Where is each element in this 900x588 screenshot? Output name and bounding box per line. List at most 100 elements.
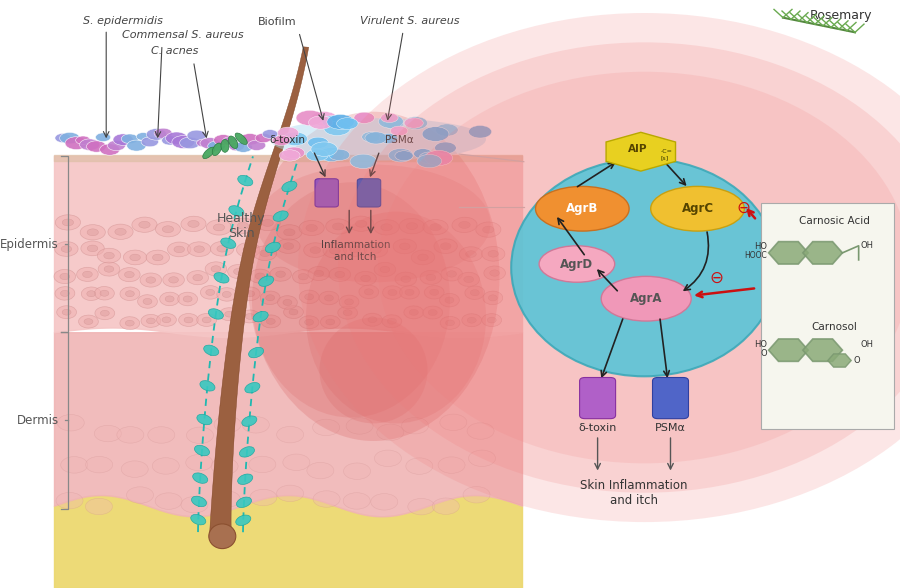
Ellipse shape (400, 286, 419, 299)
Ellipse shape (122, 461, 148, 477)
Ellipse shape (141, 137, 158, 147)
Ellipse shape (221, 139, 229, 152)
Ellipse shape (308, 266, 329, 280)
Ellipse shape (178, 313, 198, 326)
Ellipse shape (377, 424, 404, 440)
Ellipse shape (364, 243, 388, 258)
Ellipse shape (410, 309, 418, 315)
Ellipse shape (276, 485, 303, 502)
Text: OH: OH (860, 241, 874, 250)
Ellipse shape (430, 224, 441, 230)
Ellipse shape (254, 246, 276, 260)
Ellipse shape (127, 487, 154, 503)
Ellipse shape (388, 289, 397, 296)
Ellipse shape (154, 128, 172, 139)
Ellipse shape (65, 137, 87, 149)
Ellipse shape (212, 458, 239, 475)
Ellipse shape (81, 241, 104, 256)
Ellipse shape (187, 270, 209, 285)
Text: Healthy
Skin: Healthy Skin (217, 212, 266, 240)
Ellipse shape (511, 159, 778, 376)
Ellipse shape (420, 270, 442, 285)
Ellipse shape (365, 132, 387, 144)
Ellipse shape (194, 445, 210, 456)
Ellipse shape (414, 149, 432, 159)
Ellipse shape (94, 286, 114, 300)
Ellipse shape (350, 154, 376, 169)
Ellipse shape (325, 295, 333, 301)
Ellipse shape (127, 140, 146, 151)
Ellipse shape (275, 271, 285, 278)
Ellipse shape (188, 220, 199, 228)
Ellipse shape (276, 239, 300, 253)
Ellipse shape (371, 493, 398, 510)
Ellipse shape (214, 273, 229, 283)
Ellipse shape (463, 486, 490, 503)
Ellipse shape (471, 290, 479, 296)
Ellipse shape (464, 276, 473, 283)
Ellipse shape (338, 306, 357, 319)
Ellipse shape (120, 287, 140, 300)
Text: C. acnes: C. acnes (151, 46, 199, 56)
Ellipse shape (86, 456, 112, 473)
Ellipse shape (489, 295, 498, 301)
Ellipse shape (104, 266, 113, 272)
Ellipse shape (272, 135, 291, 145)
Ellipse shape (242, 416, 269, 433)
Ellipse shape (539, 246, 615, 282)
Ellipse shape (186, 427, 213, 443)
Polygon shape (828, 354, 851, 367)
Ellipse shape (391, 126, 408, 136)
Ellipse shape (339, 295, 359, 309)
Ellipse shape (335, 271, 345, 278)
Ellipse shape (368, 317, 377, 323)
Ellipse shape (246, 313, 255, 319)
Ellipse shape (310, 142, 338, 156)
Ellipse shape (120, 317, 140, 330)
Ellipse shape (197, 313, 217, 326)
Ellipse shape (86, 498, 112, 514)
Text: PSMα: PSMα (655, 423, 686, 433)
Ellipse shape (452, 217, 477, 233)
Text: ⊖: ⊖ (736, 199, 751, 216)
Ellipse shape (141, 315, 161, 328)
Ellipse shape (322, 116, 344, 128)
Ellipse shape (81, 287, 101, 300)
Ellipse shape (343, 310, 352, 316)
Ellipse shape (187, 130, 206, 141)
Text: Skin Inflammation
and itch: Skin Inflammation and itch (580, 479, 688, 507)
Ellipse shape (306, 149, 328, 161)
Ellipse shape (423, 219, 448, 235)
Ellipse shape (166, 296, 174, 302)
Ellipse shape (115, 228, 126, 235)
Ellipse shape (125, 290, 134, 297)
Ellipse shape (249, 269, 271, 283)
Ellipse shape (208, 309, 223, 319)
Text: δ-toxin: δ-toxin (579, 423, 617, 433)
Ellipse shape (162, 136, 178, 145)
Ellipse shape (483, 291, 503, 305)
Ellipse shape (482, 246, 505, 261)
Ellipse shape (266, 242, 281, 253)
Ellipse shape (83, 271, 93, 278)
Text: δ-toxin: δ-toxin (269, 135, 305, 145)
Ellipse shape (197, 415, 211, 425)
Ellipse shape (245, 383, 260, 393)
Ellipse shape (181, 216, 206, 232)
Ellipse shape (465, 286, 485, 299)
Ellipse shape (239, 447, 255, 457)
Ellipse shape (440, 414, 467, 430)
Polygon shape (606, 132, 676, 171)
Ellipse shape (284, 229, 295, 236)
Ellipse shape (343, 493, 370, 509)
Ellipse shape (446, 270, 456, 277)
Ellipse shape (192, 496, 206, 507)
Ellipse shape (248, 140, 266, 151)
Ellipse shape (152, 254, 163, 261)
Ellipse shape (476, 222, 501, 238)
Ellipse shape (304, 319, 313, 325)
Ellipse shape (80, 225, 105, 240)
Ellipse shape (228, 265, 249, 279)
Ellipse shape (313, 491, 340, 507)
Ellipse shape (256, 273, 265, 279)
